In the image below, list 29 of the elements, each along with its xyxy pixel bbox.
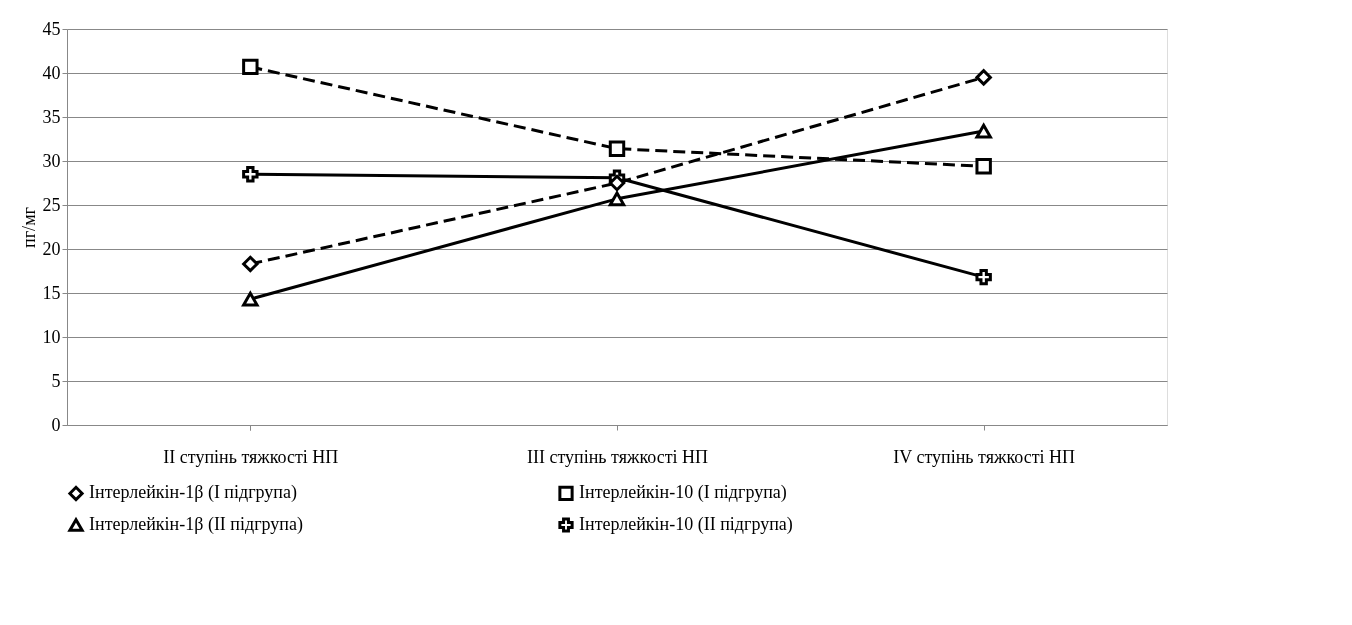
y-tick-label: 30 [42,150,61,171]
legend-label: Інтерлейкін-1β (І підгрупа) [89,482,297,504]
point [242,255,259,273]
y-axis-title: пг/мг [18,207,39,248]
point [242,165,259,183]
y-tick-label: 15 [42,282,61,303]
y-tick-label: 40 [42,62,61,83]
y-tick-label: 5 [51,370,61,391]
y-tick-label: 0 [51,414,61,435]
y-tick-label: 45 [42,18,61,39]
point [608,191,626,207]
x-tick-label: III ступінь тяжкості НП [526,446,709,467]
point [608,174,626,192]
y-tick-label: 10 [42,326,61,347]
point [975,123,992,139]
y-tick-label: 25 [42,194,61,215]
legend-label: Інтерлейкін-10 (ІІ підгрупа) [579,514,793,535]
x-tick-label: IV ступінь тяжкості НП [893,446,1076,467]
y-tick-label: 20 [42,238,61,259]
point [608,140,626,157]
y-tick-label: 35 [42,106,61,127]
point [975,158,992,175]
legend-label: Інтерлейкін-10 (І підгрупа) [579,482,787,504]
point [242,58,259,76]
point [975,268,992,286]
point [975,69,992,86]
legend-label: Інтерлейкін-1β (ІІ підгрупа) [89,514,303,535]
point [242,291,259,307]
x-tick-label: II ступінь тяжкості НП [163,446,339,467]
